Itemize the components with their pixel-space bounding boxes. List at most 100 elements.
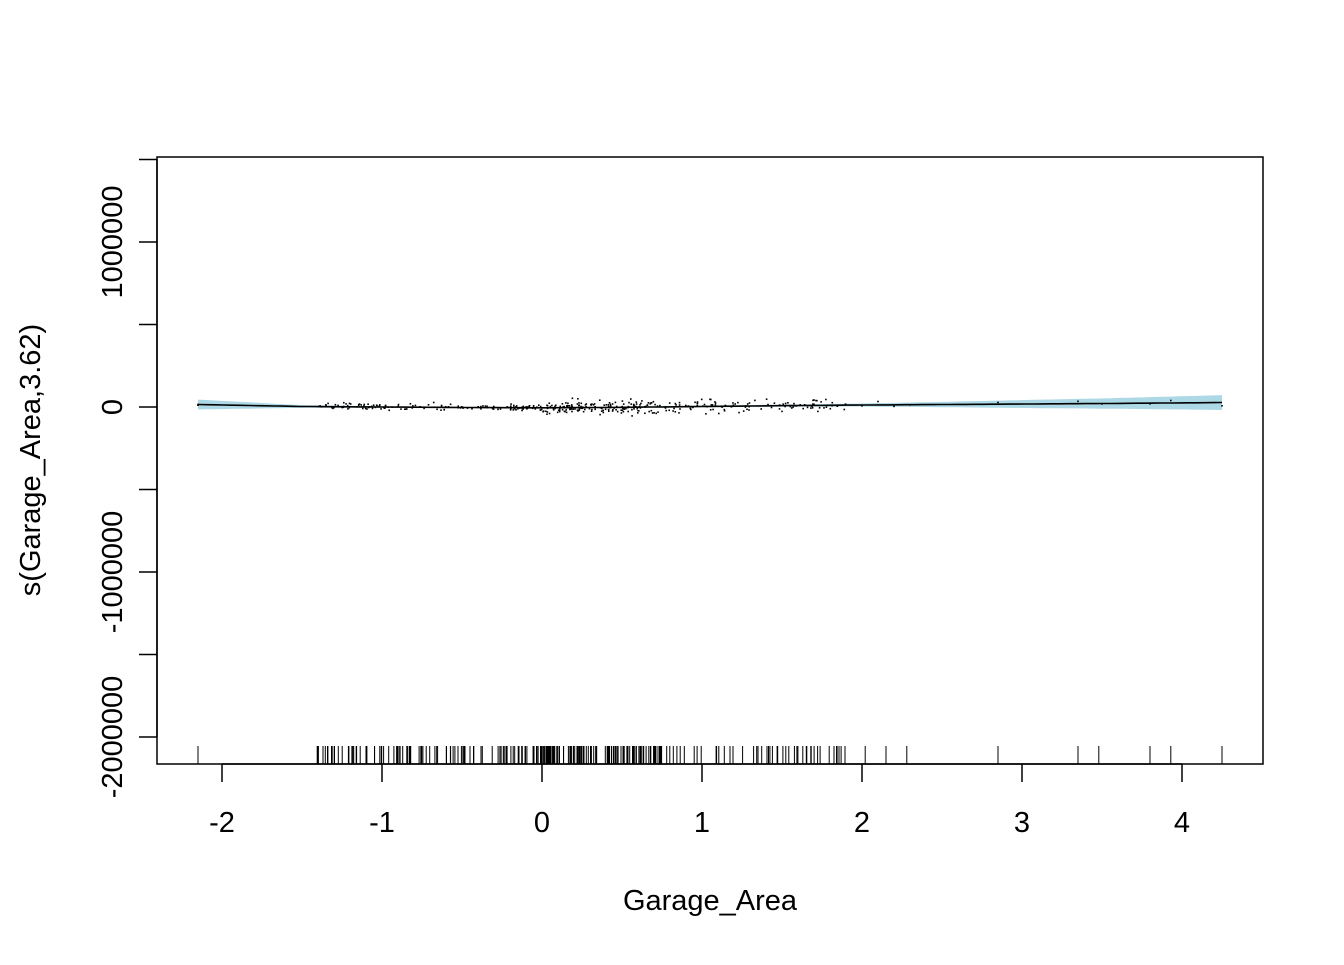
residual-point bbox=[813, 403, 815, 406]
residual-point bbox=[366, 408, 368, 410]
residual-point bbox=[591, 403, 593, 405]
residual-point bbox=[499, 408, 502, 410]
residual-point bbox=[371, 407, 374, 410]
residual-point bbox=[590, 410, 593, 412]
residual-point bbox=[580, 405, 582, 408]
residual-point bbox=[639, 404, 641, 406]
residual-point bbox=[673, 407, 675, 410]
x-tick-label: -1 bbox=[369, 807, 395, 839]
residual-point bbox=[577, 398, 579, 400]
residual-point bbox=[820, 401, 822, 403]
plot-frame bbox=[156, 156, 1264, 765]
residual-point bbox=[710, 398, 712, 401]
residual-point bbox=[558, 410, 561, 413]
residual-point bbox=[748, 402, 751, 404]
residual-point bbox=[556, 411, 559, 414]
residual-point bbox=[440, 404, 443, 407]
residual-point bbox=[570, 408, 573, 410]
residual-point bbox=[609, 405, 612, 407]
residual-point bbox=[654, 403, 656, 406]
residual-point bbox=[825, 398, 827, 401]
x-tick-label: 4 bbox=[1174, 807, 1190, 839]
residual-point bbox=[379, 404, 381, 406]
residual-point bbox=[754, 399, 756, 402]
residual-point bbox=[614, 401, 617, 404]
residual-point bbox=[384, 407, 386, 409]
residual-point bbox=[620, 409, 622, 411]
residual-point bbox=[744, 406, 747, 408]
residual-point bbox=[696, 402, 699, 404]
residual-point bbox=[640, 402, 642, 405]
residual-point bbox=[653, 412, 655, 414]
residual-point bbox=[625, 407, 627, 410]
residual-point bbox=[694, 401, 696, 404]
residual-point bbox=[679, 408, 681, 410]
residual-point bbox=[678, 412, 680, 414]
residual-point bbox=[572, 408, 575, 410]
residual-point bbox=[672, 410, 674, 412]
residual-point bbox=[633, 408, 635, 410]
residual-point bbox=[412, 405, 414, 407]
residual-point bbox=[623, 408, 626, 410]
residual-point bbox=[696, 401, 699, 403]
residual-point bbox=[360, 404, 362, 406]
residual-point bbox=[471, 408, 473, 410]
residual-point bbox=[599, 399, 601, 401]
residual-point bbox=[512, 409, 515, 411]
residual-point bbox=[705, 413, 707, 415]
residual-point bbox=[812, 403, 814, 405]
residual-point bbox=[367, 403, 369, 405]
residual-point bbox=[1221, 405, 1223, 407]
residual-point bbox=[491, 407, 494, 410]
residual-point bbox=[358, 404, 360, 406]
residual-point bbox=[510, 405, 512, 407]
residual-point bbox=[578, 402, 580, 404]
residual-point bbox=[668, 409, 670, 412]
y-axis: -2000000 -1000000 0 1000000 bbox=[97, 158, 158, 798]
residual-point bbox=[571, 397, 574, 400]
residual-point bbox=[582, 410, 585, 413]
residual-point bbox=[540, 408, 543, 411]
residual-point bbox=[576, 409, 579, 411]
residual-point bbox=[644, 412, 646, 415]
residual-point bbox=[599, 413, 601, 416]
residual-point bbox=[621, 409, 624, 412]
confidence-band-layer bbox=[198, 395, 1222, 410]
residual-point bbox=[787, 402, 789, 404]
residual-point bbox=[806, 406, 809, 409]
residual-point bbox=[334, 403, 337, 406]
residual-point bbox=[811, 407, 814, 409]
residual-point bbox=[630, 403, 632, 405]
residual-point bbox=[565, 402, 567, 404]
residual-point bbox=[622, 410, 625, 413]
residual-point bbox=[380, 408, 382, 410]
residual-point bbox=[656, 405, 659, 407]
residual-point bbox=[738, 411, 740, 414]
residual-point bbox=[571, 410, 573, 413]
residual-point bbox=[767, 403, 769, 406]
residual-point bbox=[611, 410, 614, 412]
residual-point bbox=[578, 404, 580, 406]
residual-point bbox=[647, 402, 650, 404]
residual-point bbox=[690, 408, 692, 411]
residual-point bbox=[802, 407, 804, 410]
residual-point bbox=[397, 405, 399, 408]
residual-point bbox=[628, 401, 630, 404]
residual-point bbox=[552, 407, 555, 410]
residual-point bbox=[650, 402, 653, 404]
residual-point bbox=[333, 406, 335, 409]
residual-point bbox=[782, 403, 784, 405]
residual-point bbox=[602, 411, 605, 414]
residual-point bbox=[615, 409, 617, 411]
residual-point bbox=[376, 405, 379, 407]
residual-point bbox=[493, 405, 495, 408]
residual-point bbox=[534, 408, 537, 410]
residual-point bbox=[522, 408, 524, 410]
residual-point bbox=[593, 403, 596, 405]
residual-point bbox=[404, 408, 406, 410]
residual-point bbox=[607, 404, 610, 406]
residual-point bbox=[526, 406, 528, 408]
residual-point bbox=[711, 404, 714, 406]
residual-point bbox=[332, 407, 334, 410]
residual-point bbox=[546, 413, 548, 415]
